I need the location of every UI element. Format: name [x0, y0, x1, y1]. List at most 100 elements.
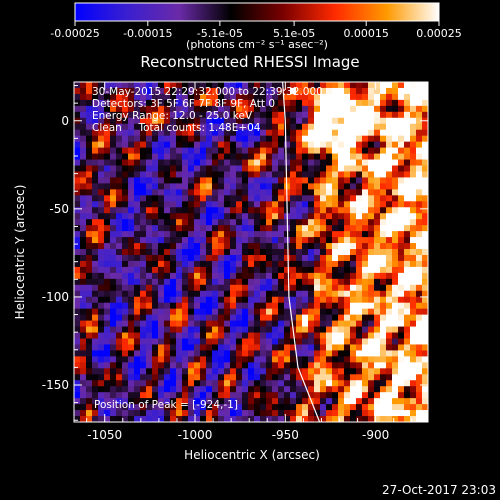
heatmap-cell [362, 362, 369, 369]
heatmap-cell [404, 243, 411, 250]
heatmap-cell [188, 320, 195, 328]
heatmap-cell [392, 398, 399, 405]
heatmap-cell [110, 338, 117, 346]
heatmap-cell [104, 290, 111, 298]
heatmap-cell [374, 350, 381, 357]
heatmap-cell [248, 213, 255, 220]
heatmap-cell [344, 93, 351, 101]
heatmap-cell [272, 153, 279, 161]
heatmap-cell [350, 195, 357, 202]
heatmap-cell [188, 266, 195, 274]
heatmap-cell [146, 350, 153, 357]
heatmap-cell [284, 308, 291, 316]
heatmap-cell [236, 266, 243, 274]
heatmap-cell [314, 284, 321, 292]
heatmap-cell [74, 368, 81, 375]
heatmap-cell [422, 243, 428, 250]
heatmap-cell [86, 82, 93, 89]
heatmap-cell [290, 225, 297, 232]
heatmap-cell [386, 356, 393, 363]
heatmap-cell [374, 93, 381, 101]
heatmap-cell [398, 392, 405, 399]
heatmap-cell [350, 302, 357, 310]
heatmap-cell [236, 392, 243, 399]
heatmap-cell [278, 296, 285, 304]
heatmap-cell [410, 183, 417, 190]
heatmap-cell [374, 159, 381, 167]
heatmap-cell [194, 386, 201, 393]
heatmap-cell [308, 260, 315, 268]
heatmap-cell [194, 338, 201, 346]
heatmap-cell [290, 350, 297, 357]
heatmap-cell [296, 231, 303, 238]
heatmap-cell [272, 147, 279, 155]
heatmap-cell [236, 231, 243, 238]
heatmap-cell [116, 272, 123, 280]
heatmap-cell [170, 410, 177, 417]
heatmap-cell [398, 243, 405, 250]
heatmap-cell [284, 278, 291, 286]
heatmap-cell [218, 308, 225, 316]
heatmap-cell [80, 332, 87, 340]
heatmap-cell [236, 153, 243, 161]
heatmap-cell [104, 416, 111, 422]
heatmap-cell [422, 219, 428, 226]
heatmap-cell [326, 272, 333, 280]
heatmap-cell [392, 284, 399, 292]
heatmap-cell [182, 296, 189, 304]
heatmap-cell [188, 135, 195, 143]
heatmap-cell [398, 290, 405, 298]
heatmap-cell [104, 398, 111, 405]
heatmap-cell [230, 189, 237, 196]
heatmap-cell [152, 404, 159, 411]
heatmap-cell [296, 165, 303, 173]
heatmap-cell [188, 416, 195, 422]
heatmap-cell [170, 362, 177, 369]
heatmap-cell [86, 159, 93, 167]
heatmap-cell [368, 177, 375, 184]
heatmap-cell [278, 284, 285, 292]
heatmap-cell [260, 278, 267, 286]
heatmap-cell [110, 392, 117, 399]
heatmap-cell [374, 225, 381, 232]
heatmap-cell [368, 111, 375, 119]
heatmap-cell [128, 398, 135, 405]
heatmap-cell [416, 195, 423, 202]
heatmap-cell [122, 183, 129, 190]
heatmap-cell [212, 284, 219, 292]
heatmap-cell [344, 123, 351, 131]
heatmap-cell [398, 117, 405, 125]
heatmap-cell [296, 237, 303, 244]
heatmap-cell [338, 368, 345, 375]
heatmap-cell [74, 332, 81, 340]
heatmap-cell [236, 105, 243, 113]
heatmap-cell [164, 284, 171, 292]
heatmap-cell [224, 284, 231, 292]
heatmap-cell [218, 344, 225, 352]
heatmap-cell [92, 374, 99, 381]
heatmap-cell [362, 225, 369, 232]
heatmap-cell [230, 159, 237, 167]
heatmap-cell [410, 296, 417, 304]
heatmap-cell [188, 99, 195, 107]
heatmap-cell [416, 171, 423, 179]
heatmap-cell [242, 254, 249, 262]
heatmap-cell [224, 147, 231, 155]
heatmap-cell [140, 213, 147, 220]
heatmap-cell [242, 272, 249, 280]
heatmap-cell [416, 147, 423, 155]
heatmap-cell [194, 308, 201, 316]
heatmap-cell [182, 129, 189, 137]
heatmap-cell [200, 332, 207, 340]
heatmap-cell [134, 189, 141, 196]
heatmap-cell [212, 356, 219, 363]
heatmap-cell [290, 213, 297, 220]
heatmap-cell [182, 82, 189, 89]
heatmap-cell [404, 225, 411, 232]
heatmap-cell [362, 153, 369, 161]
heatmap-cell [404, 87, 411, 95]
heatmap-cell [386, 314, 393, 322]
heatmap-cell [302, 165, 309, 173]
heatmap-cell [86, 416, 93, 422]
heatmap-cell [152, 135, 159, 143]
